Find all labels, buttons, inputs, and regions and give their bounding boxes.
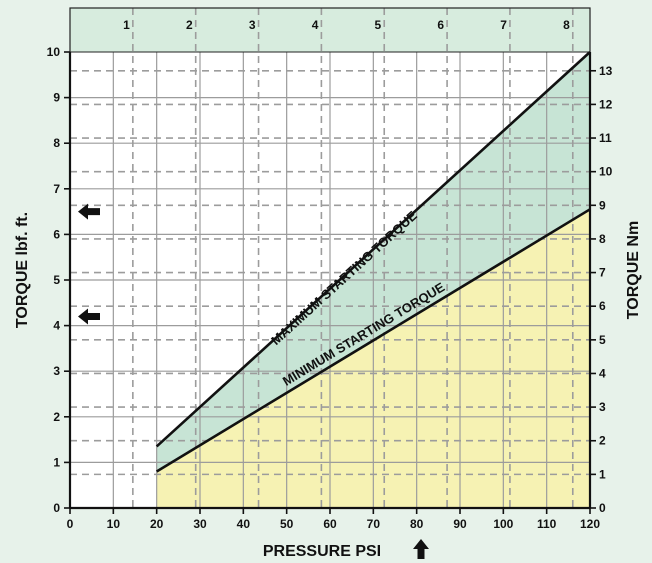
y-left-tick-label: 8 [53,136,60,150]
x-tick-label: 70 [367,517,381,531]
y-right-tick-label: 12 [599,97,613,111]
y-right-tick-label: 0 [599,501,606,515]
x-tick-label: 50 [280,517,294,531]
x-top-tick-label: 6 [437,18,444,32]
y-left-axis-title: TORQUE lbf. ft. [14,212,31,328]
x-top-tick-label: 2 [186,18,193,32]
x-tick-label: 80 [410,517,424,531]
x-top-tick-label: 7 [500,18,507,32]
x-tick-label: 100 [493,517,513,531]
x-top-tick-label: 3 [249,18,256,32]
x-top-tick-label: 1 [123,18,130,32]
x-tick-label: 60 [323,517,337,531]
x-tick-label: 0 [67,517,74,531]
y-right-axis-title: TORQUE Nm [625,221,642,319]
y-right-tick-label: 10 [599,165,613,179]
y-left-tick-label: 4 [53,319,60,333]
y-left-tick-label: 0 [53,501,60,515]
up-arrow-marker [413,539,429,559]
y-right-tick-label: 11 [599,131,612,145]
y-right-tick-label: 5 [599,333,606,347]
x-tick-label: 110 [537,517,557,531]
x-tick-label: 30 [193,517,207,531]
x-tick-label: 90 [453,517,467,531]
x-tick-label: 20 [150,517,164,531]
y-left-tick-label: 2 [53,410,60,424]
top-axis-band [70,8,590,52]
y-left-tick-label: 5 [53,273,60,287]
y-right-tick-label: 7 [599,266,606,280]
y-right-tick-label: 4 [599,366,606,380]
y-left-tick-label: 3 [53,364,60,378]
y-right-tick-label: 6 [599,299,606,313]
y-left-tick-label: 9 [53,91,60,105]
x-top-tick-label: 8 [563,18,570,32]
x-top-tick-label: 5 [375,18,382,32]
y-right-tick-label: 13 [599,64,613,78]
x-axis-title: PRESSURE PSI [263,543,381,560]
y-right-tick-label: 1 [599,467,606,481]
x-top-tick-label: 4 [312,18,319,32]
y-left-tick-label: 7 [53,182,60,196]
y-right-tick-label: 2 [599,434,606,448]
y-left-tick-label: 10 [47,45,61,59]
x-tick-label: 40 [237,517,251,531]
y-left-tick-label: 1 [53,455,60,469]
y-right-tick-label: 9 [599,198,606,212]
x-tick-label: 120 [580,517,600,531]
x-tick-label: 10 [107,517,121,531]
y-right-tick-label: 8 [599,232,606,246]
y-right-tick-label: 3 [599,400,606,414]
y-left-tick-label: 6 [53,227,60,241]
